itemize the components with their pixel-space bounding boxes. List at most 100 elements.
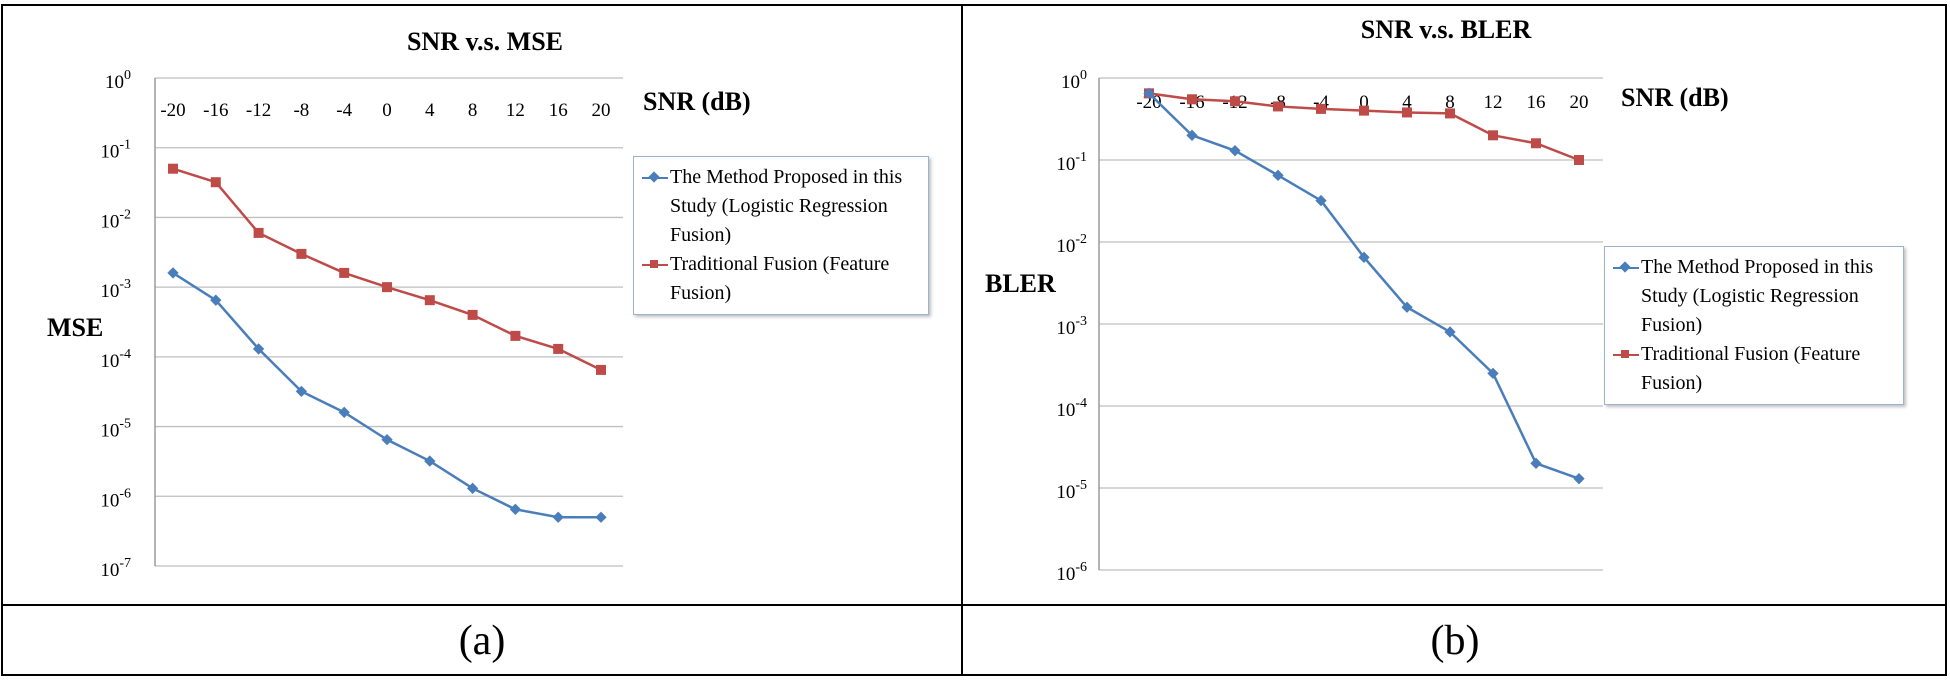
data-point-proposed <box>1186 129 1198 141</box>
data-point-proposed <box>1444 326 1456 338</box>
data-point-proposed <box>466 482 479 494</box>
y-axis-title: BLER <box>985 269 1056 298</box>
y-tick-label: 10-4 <box>1056 396 1087 421</box>
x-tick-label: 16 <box>549 100 568 121</box>
series-line-proposed <box>1148 92 1580 480</box>
data-point-traditional <box>467 309 478 320</box>
data-point-proposed <box>167 267 179 279</box>
legend-item-traditional: Traditional Fusion (Feature Fusion) <box>1611 340 1893 398</box>
chart-panel-bler: SNR v.s. BLER 100 10-1 10-2 10-3 10-4 10-5 10-6… <box>963 6 1947 604</box>
chart-title: SNR v.s. BLER <box>1361 15 1532 44</box>
data-point-proposed <box>552 511 564 523</box>
data-point-traditional <box>1187 94 1197 105</box>
data-point-traditional <box>168 163 178 174</box>
x-tick-label: -20 <box>1136 92 1161 113</box>
y-tick-label: 10-1 <box>100 138 131 163</box>
caption-b: (b) <box>1430 618 1480 664</box>
data-point-proposed <box>595 511 607 523</box>
data-point-traditional <box>596 364 606 375</box>
x-tick-label: 20 <box>1570 92 1589 113</box>
chart-title: SNR v.s. MSE <box>407 27 563 56</box>
legend-key-traditional <box>1611 340 1641 369</box>
data-point-proposed <box>509 503 522 515</box>
y-tick-label: 10-5 <box>100 417 131 442</box>
chart-svg-bler: SNR v.s. BLER 100 10-1 10-2 10-3 10-4 10-5 10-6… <box>985 15 1729 585</box>
data-point-traditional <box>1445 108 1455 119</box>
data-point-proposed <box>1401 301 1413 313</box>
x-tick-label: 0 <box>382 100 392 121</box>
x-tick-label: 20 <box>592 100 611 121</box>
x-tick-label: -8 <box>293 100 309 121</box>
x-tick-label: -20 <box>160 100 185 121</box>
series-line-proposed <box>172 271 601 519</box>
y-axis-title: MSE <box>47 313 103 342</box>
table-horizontal-divider <box>3 604 1945 606</box>
x-tick-label: 16 <box>1527 92 1546 113</box>
data-point-traditional <box>1316 103 1326 114</box>
x-tick-label: 8 <box>1445 92 1455 113</box>
data-point-traditional <box>210 177 221 188</box>
chart-panel-mse: SNR v.s. MSE 100 10-1 10-2 10-3 10-4 10-5 10-6 1… <box>3 6 961 604</box>
data-point-traditional <box>1531 138 1541 149</box>
legend-label-proposed: The Method Proposed in this Study (Logis… <box>670 166 903 246</box>
data-point-proposed <box>338 406 350 418</box>
data-point-traditional <box>553 343 564 354</box>
legend-key-proposed <box>1611 253 1641 282</box>
data-point-traditional <box>1488 130 1498 141</box>
data-point-traditional <box>1574 155 1584 165</box>
data-point-traditional <box>1230 96 1240 107</box>
y-tick-label: 10-3 <box>100 277 131 302</box>
table-vertical-divider <box>961 6 963 674</box>
data-point-traditional <box>296 248 307 259</box>
x-tick-label: -16 <box>203 100 228 121</box>
x-tick-label: 4 <box>425 100 435 121</box>
x-axis-title: SNR (dB) <box>1621 83 1729 112</box>
data-point-proposed <box>252 343 265 355</box>
series-line-traditional <box>172 167 602 372</box>
data-point-proposed <box>1143 87 1155 99</box>
y-tick-label: 100 <box>105 68 131 93</box>
data-point-proposed <box>1573 472 1585 485</box>
data-point-traditional <box>253 227 264 238</box>
y-tick-label: 10-1 <box>1056 150 1087 175</box>
caption-a: (a) <box>458 618 506 664</box>
y-tick-label: 10-6 <box>1056 560 1087 585</box>
x-tick-label: -4 <box>336 100 352 121</box>
data-point-proposed <box>1530 457 1542 469</box>
y-tick-label: 10-6 <box>100 486 131 511</box>
legend-bler: The Method Proposed in this Study (Logis… <box>1604 246 1904 405</box>
legend-mse: The Method Proposed in this Study (Logis… <box>633 156 929 315</box>
y-tick-label: 10-4 <box>100 347 131 372</box>
legend-key-traditional <box>640 250 670 279</box>
y-tick-label: 10-3 <box>1056 314 1087 339</box>
x-tick-label: 0 <box>1359 92 1369 113</box>
data-point-proposed <box>1272 169 1284 181</box>
data-point-proposed <box>295 385 308 398</box>
legend-item-traditional: Traditional Fusion (Feature Fusion) <box>640 250 918 308</box>
legend-item-proposed: The Method Proposed in this Study (Logis… <box>1611 253 1893 340</box>
data-point-proposed <box>1315 194 1327 207</box>
x-tick-label: 12 <box>506 100 525 121</box>
data-point-proposed <box>1487 367 1499 380</box>
x-tick-label: -12 <box>246 100 271 121</box>
x-tick-label: 8 <box>468 100 478 121</box>
chart-svg-mse: SNR v.s. MSE 100 10-1 10-2 10-3 10-4 10-5 10-6 1… <box>47 27 751 581</box>
y-tick-label: 10-7 <box>100 556 131 581</box>
data-point-proposed <box>424 455 436 467</box>
figure-table: SNR v.s. MSE 100 10-1 10-2 10-3 10-4 10-5 10-6 1… <box>1 4 1947 676</box>
data-point-traditional <box>1273 101 1283 112</box>
legend-key-proposed <box>640 163 670 192</box>
data-point-proposed <box>1229 144 1241 157</box>
legend-item-proposed: The Method Proposed in this Study (Logis… <box>640 163 918 250</box>
data-point-proposed <box>210 294 222 306</box>
data-point-traditional <box>1359 105 1369 116</box>
data-point-proposed <box>1358 251 1370 263</box>
data-point-proposed <box>381 433 393 446</box>
legend-label-traditional: Traditional Fusion (Feature Fusion) <box>1641 343 1861 394</box>
x-tick-label: 4 <box>1402 92 1412 113</box>
data-point-traditional <box>424 295 435 306</box>
legend-label-traditional: Traditional Fusion (Feature Fusion) <box>670 253 890 304</box>
y-tick-label: 100 <box>1061 68 1087 93</box>
data-point-traditional <box>1402 107 1412 118</box>
x-axis-title: SNR (dB) <box>643 87 751 116</box>
